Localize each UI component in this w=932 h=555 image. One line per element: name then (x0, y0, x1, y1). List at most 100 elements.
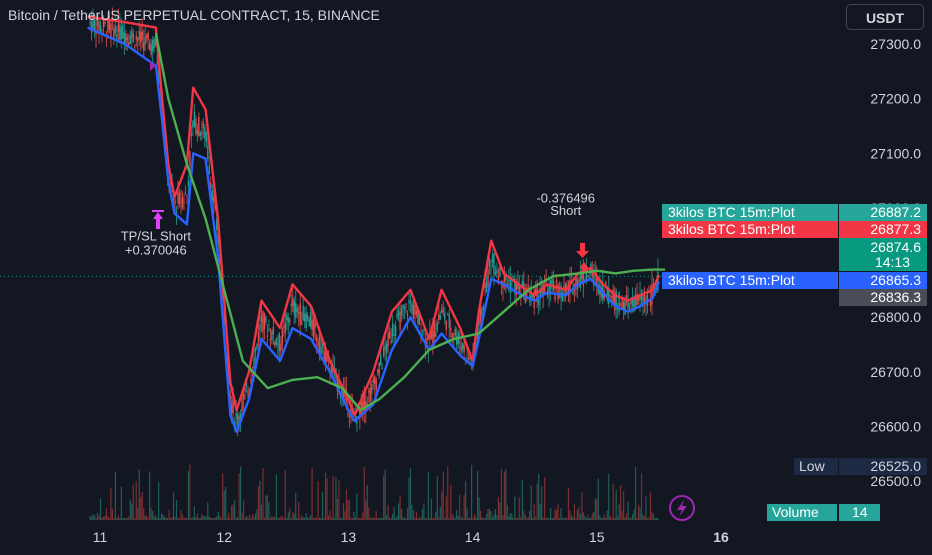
candle-body (414, 305, 416, 315)
candle-body (92, 17, 94, 29)
candle-body (248, 390, 251, 392)
volume-bar (257, 486, 260, 520)
volume-bar (231, 505, 233, 520)
candle-body (251, 374, 254, 376)
volume-bar (284, 469, 286, 520)
candle-body (134, 46, 136, 48)
volume-bar (210, 517, 212, 520)
volume-bar (594, 498, 596, 520)
volume-bar (602, 517, 604, 520)
volume-bar (508, 516, 510, 520)
plot-price-tag (839, 204, 927, 221)
volume-bar (195, 517, 197, 520)
candle-body (494, 272, 497, 275)
volume-bar (324, 472, 327, 520)
volume-bar (345, 489, 348, 520)
volume-bar (92, 514, 94, 520)
candle-body (305, 312, 307, 329)
volume-bar (208, 516, 210, 520)
candle-body (311, 319, 313, 330)
candle-body (102, 18, 105, 28)
price-tick-label: 26800.0 (870, 309, 921, 325)
volume-bar (232, 504, 234, 520)
candle-body (137, 38, 139, 41)
candle-body (397, 310, 400, 315)
candle-body (415, 310, 418, 315)
candle-body (324, 352, 327, 365)
volume-bar (271, 516, 273, 520)
volume-bar (263, 517, 266, 520)
volume-bar (289, 508, 291, 520)
candle-body (227, 365, 230, 388)
volume-bar (623, 491, 625, 520)
volume-bar (469, 517, 471, 520)
candle-body (575, 277, 577, 287)
volume-bar (354, 517, 356, 520)
annotation-label: -0.376496 (536, 190, 595, 205)
volume-bar (563, 517, 565, 520)
candle-body (205, 132, 208, 142)
candle-body (616, 308, 619, 310)
volume-bar (657, 518, 659, 520)
candle-body (189, 150, 191, 167)
volume-bar (439, 507, 441, 520)
volume-bar (187, 471, 190, 520)
volume-bar (323, 517, 325, 520)
volume-bar (219, 515, 221, 520)
volume-bar (369, 517, 371, 520)
candle-body (183, 201, 185, 203)
time-tick-label: 13 (341, 529, 357, 545)
volume-bar (436, 476, 438, 520)
currency-button[interactable]: USDT (846, 4, 924, 30)
candle-body (292, 298, 294, 307)
time-tick-label: 14 (465, 529, 481, 545)
candle-body (412, 303, 415, 319)
candle-body (275, 337, 278, 345)
volume-bar (466, 508, 468, 520)
candle-body (210, 182, 212, 189)
plot-name-label: 3kilos BTC 15m:Plot (668, 204, 795, 220)
candle-body (140, 31, 142, 42)
time-tick-label: 16 (713, 529, 729, 545)
volume-bar (278, 517, 280, 520)
candle-body (450, 328, 452, 331)
volume-bar (178, 517, 181, 520)
volume-bar (296, 517, 298, 520)
volume-bar (652, 514, 655, 520)
low-name-label: Low (799, 458, 826, 474)
volume-bar (353, 511, 355, 520)
volume-bar (269, 518, 272, 520)
candle-body (377, 369, 379, 373)
candle-body (144, 36, 146, 45)
candle-body (418, 315, 421, 325)
candle-body (269, 339, 272, 341)
volume-bar (482, 517, 485, 520)
volume-bar (350, 517, 352, 520)
candle-body (174, 199, 176, 205)
volume-bar (362, 512, 364, 520)
plot-price-tag (839, 272, 927, 289)
volume-bar (96, 512, 99, 520)
volume-bar (645, 496, 647, 520)
candle-body (625, 294, 628, 302)
candle-body (423, 329, 425, 331)
volume-bar (381, 517, 383, 520)
candle-body (643, 294, 646, 302)
candle-body (299, 303, 301, 324)
candle-body (235, 413, 237, 418)
volume-bar (250, 517, 252, 520)
volume-bar (104, 515, 106, 520)
volume-bar (180, 510, 182, 520)
candle-body (637, 295, 640, 301)
volume-bar (412, 510, 415, 520)
volume-bar (456, 510, 458, 520)
candle-body (187, 180, 190, 186)
volume-bar (590, 517, 592, 520)
volume-bar (237, 517, 239, 520)
volume-bar (549, 507, 552, 520)
candle-body (497, 276, 500, 282)
time-tick-label: 11 (93, 529, 108, 545)
candle-body (320, 346, 322, 354)
